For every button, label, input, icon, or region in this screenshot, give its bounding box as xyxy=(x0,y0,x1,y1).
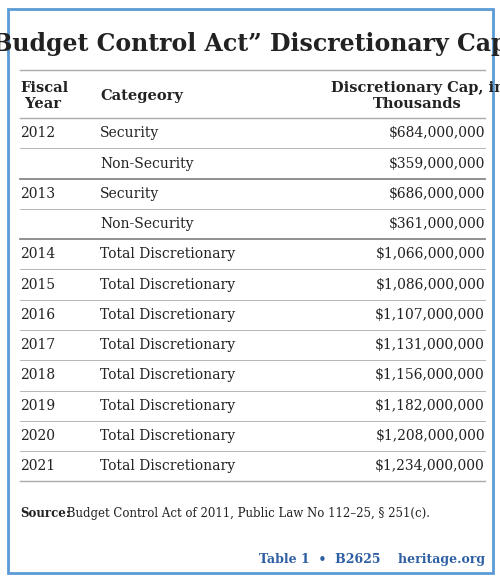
Text: Categeory: Categeory xyxy=(100,89,183,103)
Text: Discretionary Cap, in
Thousands: Discretionary Cap, in Thousands xyxy=(330,81,500,111)
Text: Security: Security xyxy=(100,126,159,140)
Text: 2018: 2018 xyxy=(20,368,55,382)
Text: 2019: 2019 xyxy=(20,399,55,413)
Text: $1,234,000,000: $1,234,000,000 xyxy=(375,459,485,473)
Text: Non-Security: Non-Security xyxy=(100,217,194,231)
Text: $1,208,000,000: $1,208,000,000 xyxy=(376,429,485,443)
Text: $1,107,000,000: $1,107,000,000 xyxy=(375,308,485,322)
Text: $686,000,000: $686,000,000 xyxy=(388,187,485,201)
Text: Total Discretionary: Total Discretionary xyxy=(100,429,235,443)
Text: 2013: 2013 xyxy=(20,187,55,201)
Text: Source:: Source: xyxy=(20,507,70,520)
Text: $1,086,000,000: $1,086,000,000 xyxy=(376,278,485,292)
Text: “Budget Control Act” Discretionary Caps: “Budget Control Act” Discretionary Caps xyxy=(0,31,500,56)
Text: 2012: 2012 xyxy=(20,126,55,140)
Text: 2021: 2021 xyxy=(20,459,55,473)
Text: Total Discretionary: Total Discretionary xyxy=(100,459,235,473)
Text: Total Discretionary: Total Discretionary xyxy=(100,368,235,382)
Text: Security: Security xyxy=(100,187,159,201)
Text: 2020: 2020 xyxy=(20,429,55,443)
Text: 2015: 2015 xyxy=(20,278,55,292)
Text: $1,066,000,000: $1,066,000,000 xyxy=(376,247,485,261)
Text: $361,000,000: $361,000,000 xyxy=(388,217,485,231)
Text: Fiscal
 Year: Fiscal Year xyxy=(20,81,68,111)
FancyBboxPatch shape xyxy=(8,9,492,573)
Text: Total Discretionary: Total Discretionary xyxy=(100,399,235,413)
Text: $359,000,000: $359,000,000 xyxy=(388,157,485,171)
Text: $1,182,000,000: $1,182,000,000 xyxy=(375,399,485,413)
Text: Total Discretionary: Total Discretionary xyxy=(100,278,235,292)
Text: $684,000,000: $684,000,000 xyxy=(388,126,485,140)
Text: 2014: 2014 xyxy=(20,247,55,261)
Text: 2017: 2017 xyxy=(20,338,55,352)
Text: Non-Security: Non-Security xyxy=(100,157,194,171)
Text: Total Discretionary: Total Discretionary xyxy=(100,338,235,352)
Text: Table 1  •  B2625    heritage.org: Table 1 • B2625 heritage.org xyxy=(259,553,485,566)
Text: Budget Control Act of 2011, Public Law No 112–25, § 251(c).: Budget Control Act of 2011, Public Law N… xyxy=(63,507,430,520)
Text: $1,156,000,000: $1,156,000,000 xyxy=(375,368,485,382)
Text: Total Discretionary: Total Discretionary xyxy=(100,247,235,261)
Text: 2016: 2016 xyxy=(20,308,55,322)
Text: Total Discretionary: Total Discretionary xyxy=(100,308,235,322)
Text: $1,131,000,000: $1,131,000,000 xyxy=(375,338,485,352)
